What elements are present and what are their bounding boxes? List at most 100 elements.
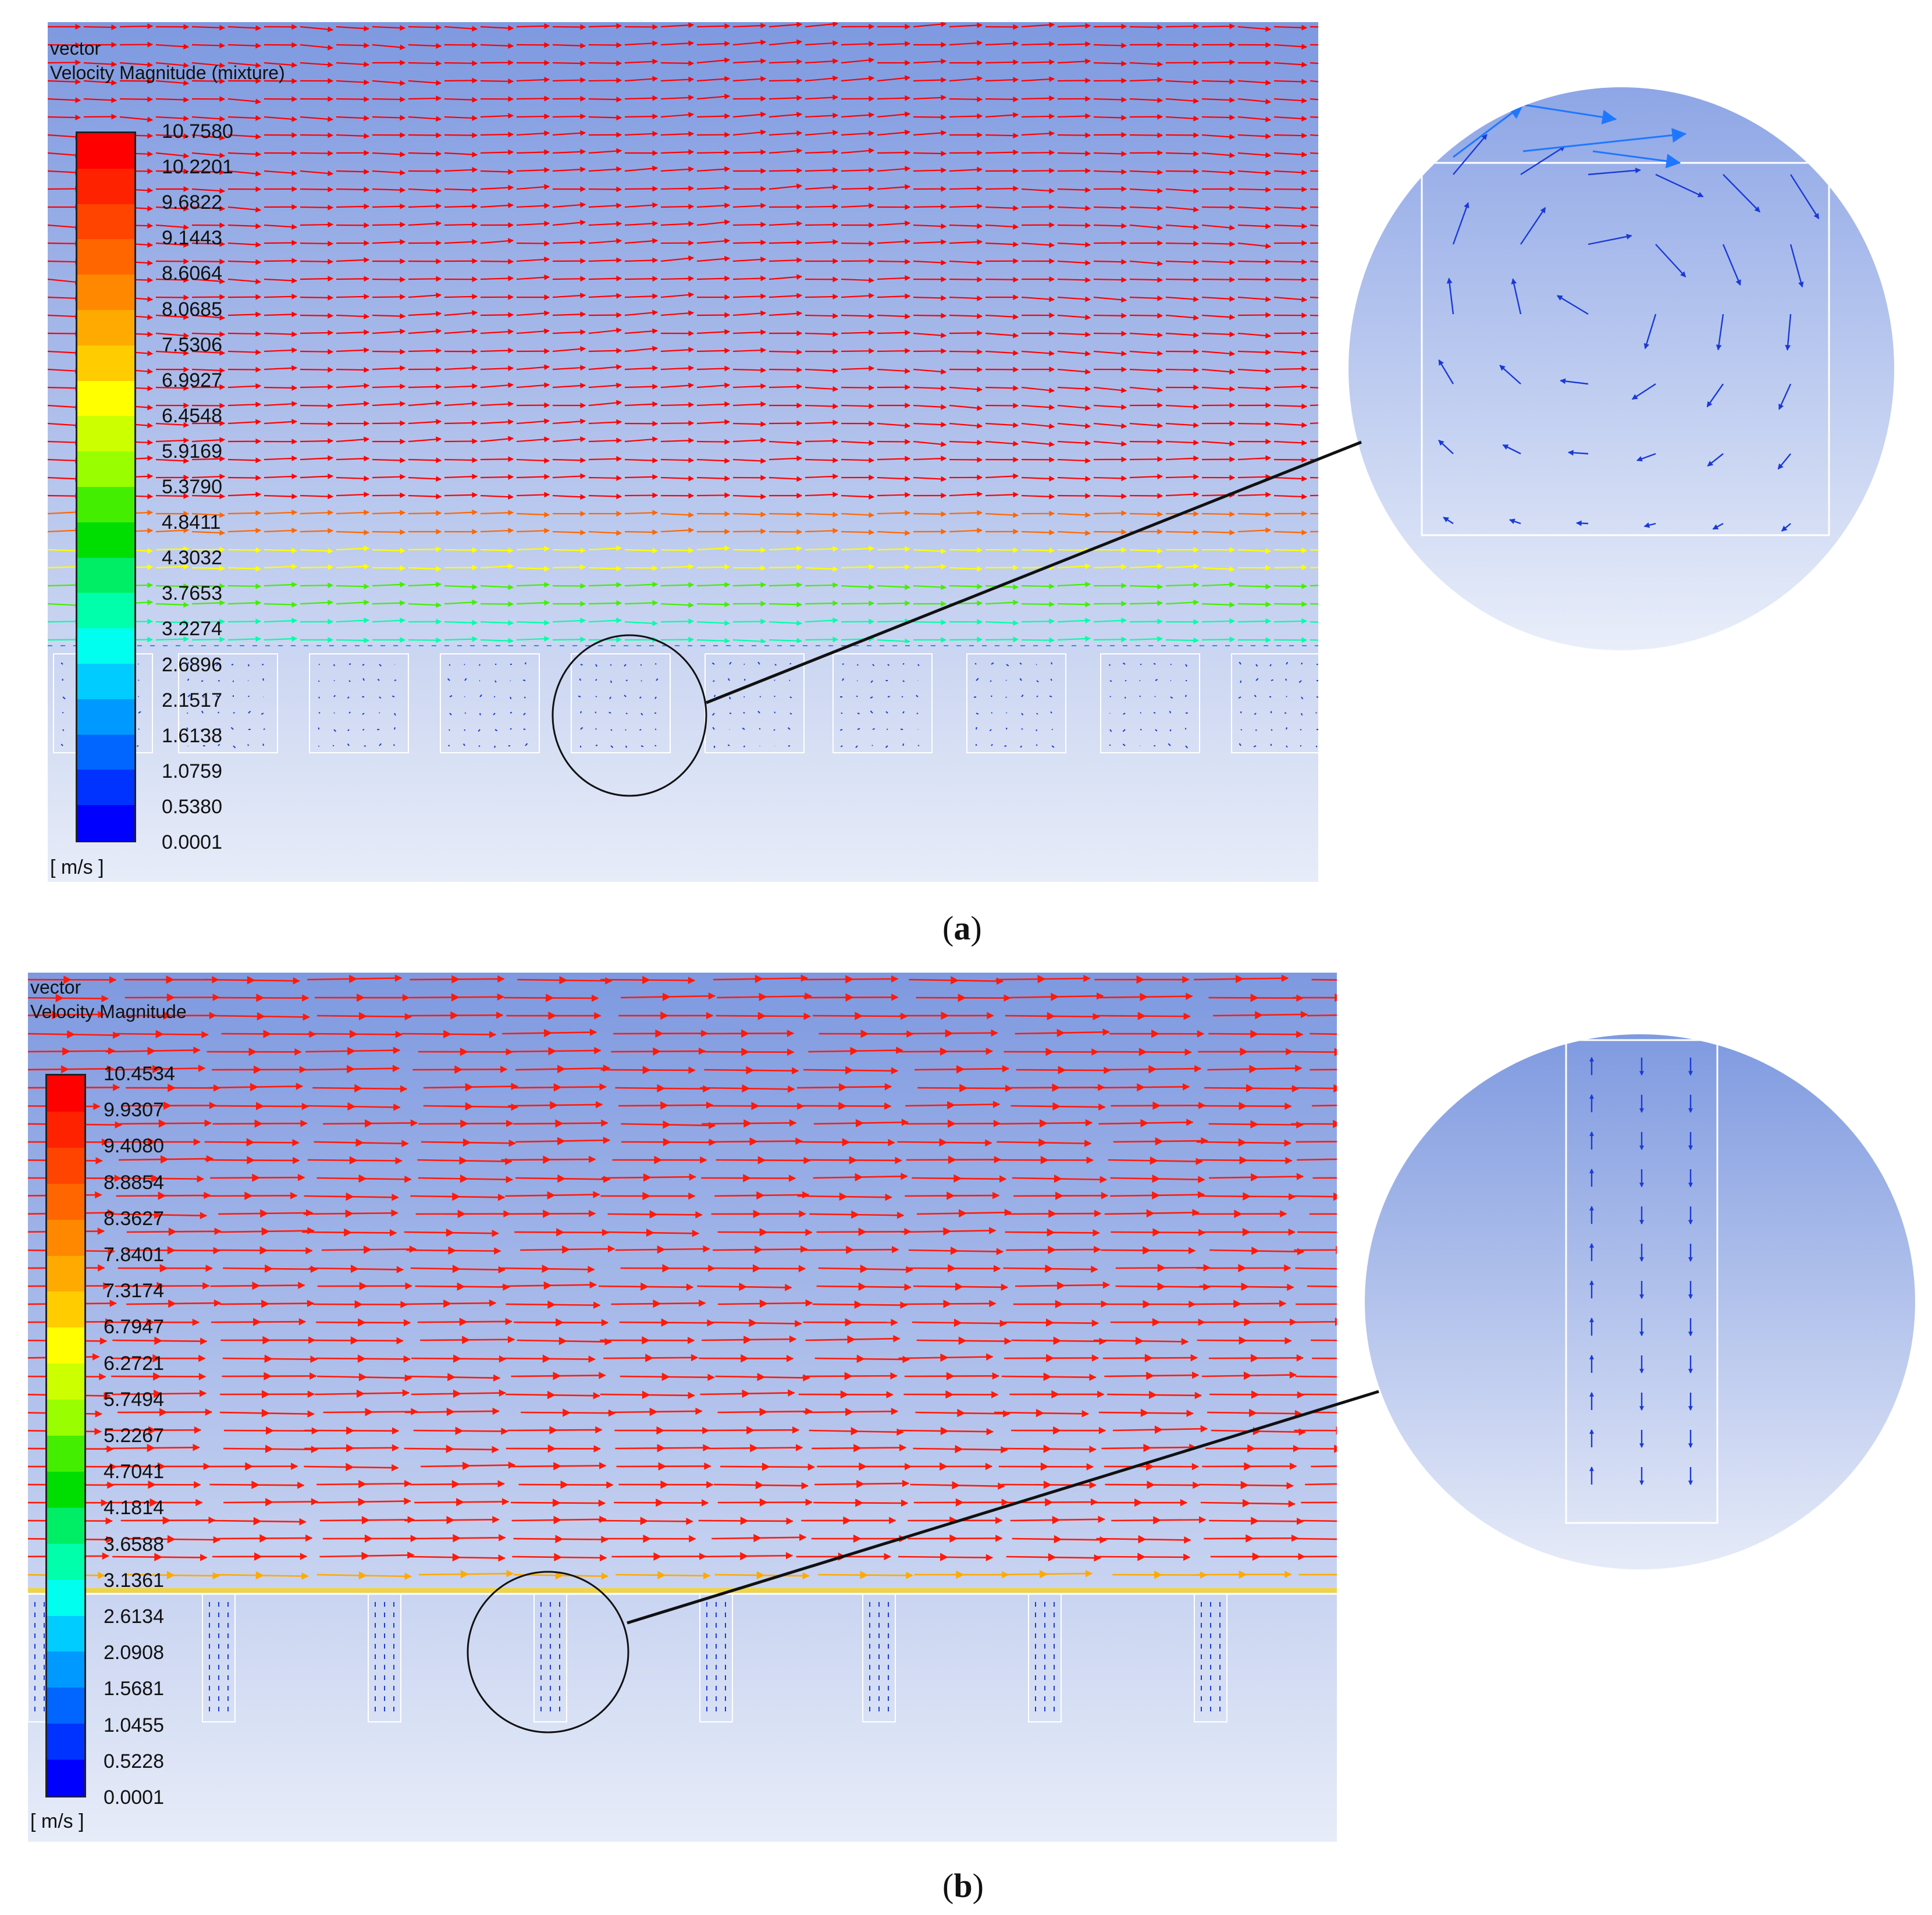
colorbar-segment xyxy=(77,275,134,311)
colorbar-segment xyxy=(77,557,134,594)
leader-lines xyxy=(467,440,1379,1734)
plot-background xyxy=(28,973,1337,1842)
zoom-b-vectors xyxy=(1589,1056,1693,1486)
colorbar-segment xyxy=(47,1436,84,1472)
panel-a-highlight-circle xyxy=(552,634,707,797)
panel-a-title: vector Velocity Magnitude (mixture) xyxy=(50,36,285,85)
colorbar-segment xyxy=(47,1651,84,1689)
colorbar-segment xyxy=(77,699,134,735)
plot-background xyxy=(1365,1034,1915,1569)
colorbar-tick-label: 4.8411 xyxy=(162,511,221,534)
colorbar-segment xyxy=(47,1364,84,1401)
colorbar-segment xyxy=(47,1400,84,1436)
colorbar-tick-label: 2.6134 xyxy=(104,1606,164,1628)
plot-background xyxy=(48,22,1318,882)
colorbar-segment xyxy=(77,451,134,487)
cavity-outline xyxy=(533,1593,567,1722)
panel-b-highlight-circle xyxy=(467,1571,629,1734)
colorbar-tick-label: 7.5306 xyxy=(162,333,222,356)
colorbar-tick-label: 5.3790 xyxy=(162,476,222,498)
colorbar-tick-label: 1.0759 xyxy=(162,760,222,782)
cavity-outline xyxy=(832,653,933,753)
zoom-cavity-outline xyxy=(1421,162,1830,536)
zoom-cavity-outline xyxy=(1565,1039,1718,1524)
cavity-outline xyxy=(202,1593,236,1722)
colorbar-segment xyxy=(47,1724,84,1761)
colorbar-tick-label: 2.0908 xyxy=(104,1642,164,1664)
colorbar-segment xyxy=(47,1688,84,1725)
panel-b-vector-field xyxy=(28,973,1337,1842)
colorbar-segment xyxy=(77,345,134,382)
cavity-outline xyxy=(178,653,278,753)
colorbar-tick-label: 8.0685 xyxy=(162,298,222,321)
colorbar-segment xyxy=(77,664,134,700)
panel-a-leader-line xyxy=(706,440,1362,704)
colorbar-tick-label: 6.2721 xyxy=(104,1352,164,1375)
colorbar-segment xyxy=(77,593,134,629)
colorbar-tick-label: 1.0455 xyxy=(104,1714,164,1736)
colorbar-segment xyxy=(47,1291,84,1329)
colorbar-segment xyxy=(47,1507,84,1544)
colorbar-tick-label: 9.6822 xyxy=(162,191,222,214)
colorbar-segment xyxy=(47,1327,84,1365)
colorbar-tick-label: 1.6138 xyxy=(162,724,222,747)
colorbar-segment xyxy=(77,770,134,806)
colorbar-segment xyxy=(77,168,134,205)
colorbar-segment xyxy=(77,310,134,346)
panel-a-title-line1: vector xyxy=(50,38,101,59)
cavity-outline xyxy=(1194,1593,1227,1722)
cavity-outline xyxy=(571,653,671,753)
colorbar-tick-label: 3.7653 xyxy=(162,582,222,605)
colorbar-segment xyxy=(47,1255,84,1293)
colorbar-tick-label: 2.1517 xyxy=(162,689,222,711)
cavity-outline xyxy=(309,653,409,753)
colorbar-segment xyxy=(77,522,134,558)
plot-background xyxy=(1349,87,1894,650)
colorbar-segment xyxy=(47,1183,84,1220)
colorbar-tick-label: 0.5380 xyxy=(162,795,222,818)
panel-b-flow-arrows xyxy=(28,974,1337,1581)
panel-b-leader-line xyxy=(627,1390,1379,1625)
panel-a-unit-label: [ m/s ] xyxy=(50,856,104,878)
panel-a-caption: (a) xyxy=(942,909,982,947)
colorbar-segment xyxy=(77,487,134,523)
colorbar-segment xyxy=(47,1543,84,1581)
panel-a-zoom-inset xyxy=(1349,87,1894,650)
panel-b-cavities xyxy=(28,1593,1227,1722)
panel-b-title-line2: Velocity Magnitude xyxy=(30,1001,187,1022)
cavity-outline xyxy=(1231,653,1318,753)
colorbar-tick-label: 0.0001 xyxy=(162,831,222,853)
panel-a-plot xyxy=(48,22,1318,882)
colorbar-tick-label: 8.6064 xyxy=(162,262,222,285)
colorbar-segment xyxy=(47,1615,84,1653)
panel-b-caption-letter: b xyxy=(953,1867,973,1905)
colorbar-segment xyxy=(77,805,134,841)
cavity-outline xyxy=(966,653,1066,753)
colorbar-tick-label: 7.8401 xyxy=(104,1244,164,1266)
colorbar-tick-label: 5.7494 xyxy=(104,1388,164,1411)
colorbar-tick-label: 5.9169 xyxy=(162,440,222,462)
panel-b-colorbar xyxy=(45,1074,86,1797)
colorbar-tick-label: 10.7580 xyxy=(162,120,233,143)
colorbar-segment xyxy=(77,380,134,417)
panel-b-zoom-inset xyxy=(1365,1034,1915,1569)
colorbar-tick-label: 6.9927 xyxy=(162,369,222,391)
panel-a-colorbar xyxy=(76,131,136,842)
colorbar-tick-label: 3.2274 xyxy=(162,618,222,640)
colorbar-tick-label: 9.4080 xyxy=(104,1135,164,1158)
colorbar-tick-label: 4.3032 xyxy=(162,547,222,569)
cavity-outline xyxy=(1028,1593,1062,1722)
colorbar-tick-label: 4.7041 xyxy=(104,1461,164,1483)
panel-a-title-line2: Velocity Magnitude (mixture) xyxy=(50,62,285,83)
colorbar-tick-label: 0.0001 xyxy=(104,1786,164,1809)
colorbar-tick-label: 8.8854 xyxy=(104,1171,164,1194)
colorbar-segment xyxy=(47,1111,84,1148)
cavity-outline xyxy=(699,1593,733,1722)
panel-a-cavities xyxy=(53,653,1318,753)
colorbar-segment xyxy=(47,1471,84,1508)
panel-b-title: vector Velocity Magnitude xyxy=(30,975,187,1024)
colorbar-tick-label: 4.1814 xyxy=(104,1497,164,1519)
panel-a-zoom-vectors xyxy=(1349,87,1894,650)
colorbar-segment xyxy=(77,239,134,276)
